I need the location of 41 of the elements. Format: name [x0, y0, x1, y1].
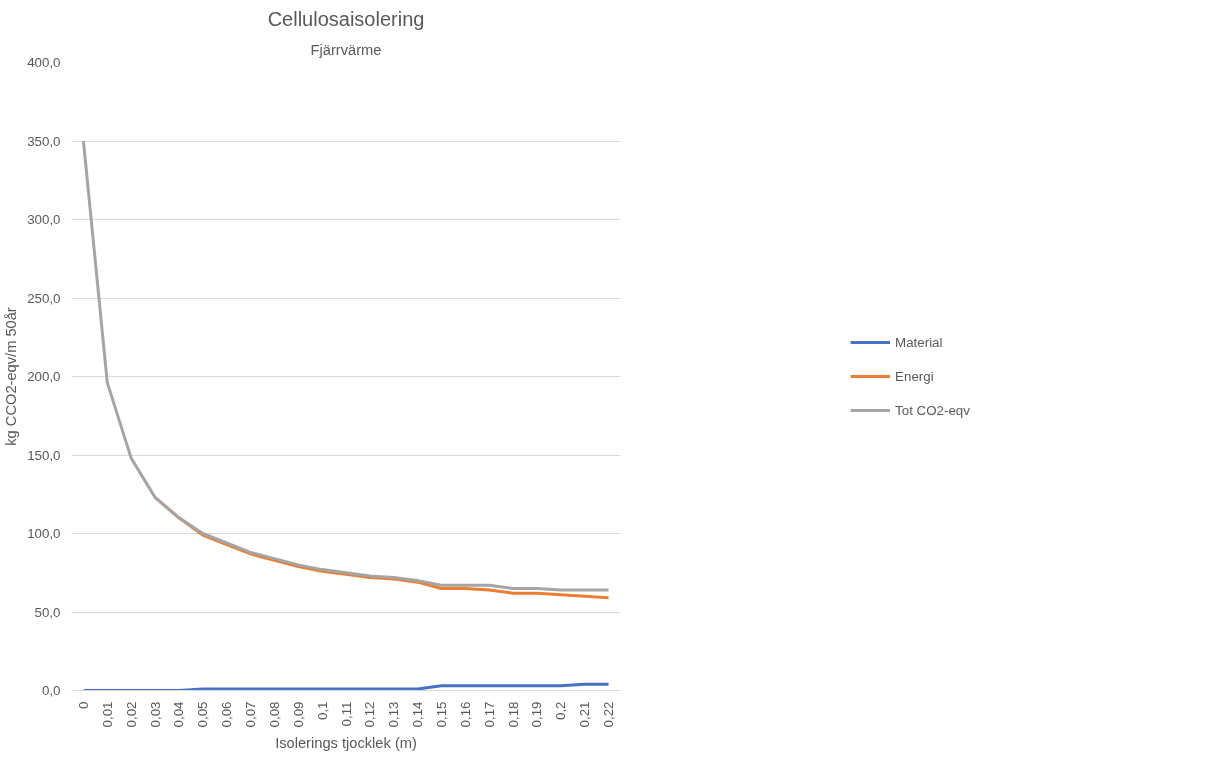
chart-title: Cellulosaisolering: [267, 7, 425, 30]
x-tick-label: 0,22: [601, 701, 617, 728]
x-tick-label: 0,12: [362, 701, 378, 728]
x-tick-label: 0: [75, 701, 91, 709]
y-tick-label: 300,0: [27, 212, 61, 227]
y-tick-label: 150,0: [27, 447, 61, 463]
x-axis-title: Isolerings tjocklek (m): [275, 735, 417, 752]
y-tick-label: 100,0: [27, 526, 61, 541]
x-tick-label: 0,04: [171, 700, 187, 728]
y-tick-label: 400,0: [27, 55, 61, 70]
x-tick-label: 0,2: [553, 701, 569, 721]
x-tick-label: 0,14: [410, 700, 426, 728]
x-tick-label: 0,15: [433, 701, 449, 728]
x-tick-label: 0,13: [386, 701, 402, 728]
line-series: [81, 139, 611, 592]
x-tick-label: 0,05: [195, 701, 211, 728]
y-axis-title: kg CCO2-eqv/m 50år: [3, 307, 20, 446]
x-tick-label: 0,11: [338, 701, 354, 727]
line-series: [81, 682, 611, 691]
y-tick-label: 200,0: [27, 369, 61, 384]
y-tick-label: 250,0: [27, 290, 61, 306]
x-tick-label: 0,03: [147, 701, 163, 728]
y-tick-label: 50,0: [34, 604, 61, 620]
x-tick-label: 0,02: [123, 701, 139, 728]
legend-label: Energi: [895, 368, 934, 384]
x-tick-label: 0,17: [481, 701, 497, 728]
y-tick-label: 350,0: [27, 133, 61, 149]
x-tick-label: 0,07: [243, 701, 259, 728]
x-tick-label: 0,19: [529, 701, 545, 728]
x-tick-label: 0,08: [266, 701, 282, 728]
y-tick-label: 0,0: [41, 683, 61, 698]
x-tick-label: 0,18: [505, 701, 521, 728]
x-tick-label: 0,1: [314, 701, 330, 721]
x-tick-label: 0,21: [577, 701, 593, 728]
x-tick-label: 0,09: [290, 701, 306, 728]
x-tick-label: 0,01: [99, 701, 115, 728]
chart-subtitle: Fjärrvärme: [310, 41, 382, 58]
x-tick-label: 0,16: [457, 701, 473, 728]
legend-label: Material: [895, 334, 943, 350]
x-tick-label: 0,06: [219, 701, 235, 728]
legend-label: Tot CO2-eqv: [895, 402, 970, 418]
